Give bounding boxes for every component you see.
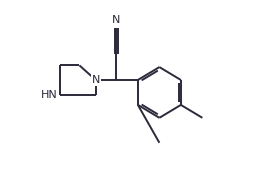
Text: N: N — [112, 15, 121, 25]
Text: HN: HN — [41, 90, 58, 100]
Text: N: N — [91, 75, 100, 85]
